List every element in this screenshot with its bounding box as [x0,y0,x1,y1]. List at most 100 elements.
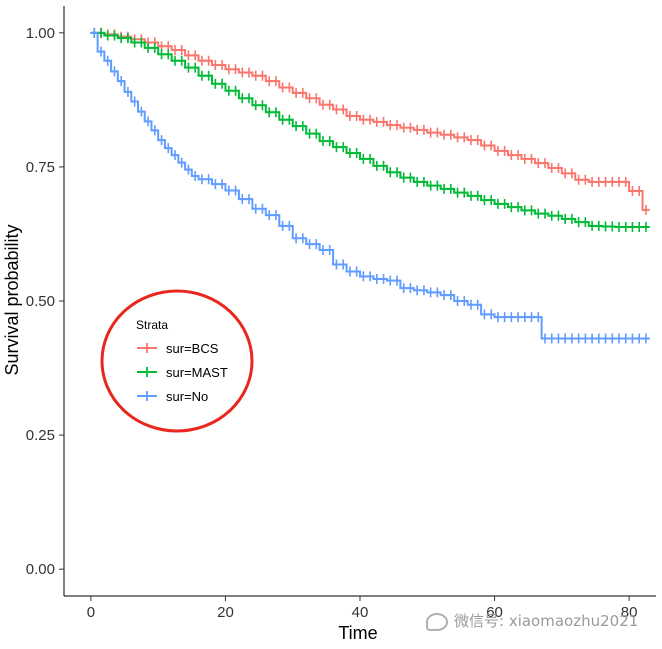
censor-mark [171,55,179,66]
censor-mark [231,85,240,96]
censor-mark [372,160,381,171]
legend-item: sur=BCS [137,341,219,356]
censor-mark [345,266,354,277]
censor-mark [413,285,422,296]
censor-mark [345,110,354,121]
censor-mark [527,153,536,164]
censor-mark [426,180,435,191]
censor-mark [621,221,630,232]
censor-mark [177,44,186,55]
censor-mark [130,37,139,48]
survival-curves [90,27,650,344]
censor-mark [171,44,179,55]
censor-mark [130,96,139,107]
censor-mark [218,78,227,89]
watermark-text: 微信号: xiaomaozhu2021 [454,612,639,630]
censor-mark [285,220,294,231]
censor-mark [641,333,650,344]
censor-mark [547,210,556,221]
censor-mark [238,93,247,104]
censor-mark [298,121,307,132]
censor-mark [574,174,583,185]
censor-mark [312,93,321,104]
censor-mark [574,217,583,228]
censor-mark [406,283,415,294]
censor-mark [500,145,509,156]
censor-mark [608,176,617,187]
censor-mark [480,195,489,206]
censor-mark [615,176,623,187]
series-sur-no [90,27,650,344]
censor-mark [534,312,543,323]
censor-mark [487,309,496,320]
censor-mark [426,287,435,298]
censor-mark [305,239,314,250]
censor-mark [507,202,516,213]
censor-mark [561,168,570,179]
y-tick-label: 0.50 [26,293,55,310]
censor-mark [137,37,146,48]
censor-mark [641,204,650,215]
censor-mark [251,100,260,111]
censor-mark [581,333,590,344]
censor-mark [379,116,388,127]
censor-mark [621,176,630,187]
censor-mark [561,333,570,344]
censor-mark [413,176,422,187]
censor-mark [386,275,395,286]
censor-mark [278,220,287,231]
censor-mark [366,271,375,282]
censor-mark [265,210,274,221]
censor-mark [359,114,368,125]
censor-mark [480,140,489,151]
censor-mark [588,220,597,231]
censor-mark [319,245,327,256]
censor-mark [271,107,280,118]
censor-mark [325,136,334,147]
censor-mark [520,153,529,164]
censor-mark [500,312,509,323]
censor-mark [90,27,99,38]
censor-mark [446,290,455,301]
censor-mark [473,135,482,146]
censor-mark [473,299,482,310]
censor-mark [211,179,220,190]
x-tick-label: 40 [352,604,369,621]
censor-mark [440,129,449,140]
censor-mark [150,125,159,136]
censor-mark [453,132,462,143]
censor-mark [554,210,563,221]
censor-mark [197,55,206,66]
censor-mark [319,136,327,147]
censor-mark [150,42,159,53]
censor-mark [588,333,597,344]
censor-mark [534,208,543,219]
censor-mark [292,121,301,132]
censor-mark [184,50,193,61]
censor-mark [298,233,307,244]
censor-mark [197,174,206,185]
censor-mark [641,221,650,232]
censor-mark [211,60,220,70]
censor-mark [628,221,637,232]
censor-mark [332,142,341,153]
censor-mark [433,127,442,138]
censor-mark [399,122,408,133]
censor-mark [601,176,610,187]
censor-mark [231,64,240,75]
censor-mark [419,285,428,296]
censor-mark [292,233,301,244]
x-tick-label: 80 [621,604,638,621]
censor-mark [534,158,543,169]
censor-mark [467,190,475,201]
censor-mark [406,122,415,133]
censor-mark [110,66,119,77]
axis-ticks: 0 20 40 60 80 0.00 0.25 0.50 0.75 1.00 [26,25,638,621]
y-axis-title: Survival probability [2,224,22,375]
censor-mark [103,55,112,66]
censor-mark [271,76,280,87]
x-tick-label: 60 [486,604,503,621]
censor-mark [157,49,166,60]
censor-mark [103,30,112,41]
